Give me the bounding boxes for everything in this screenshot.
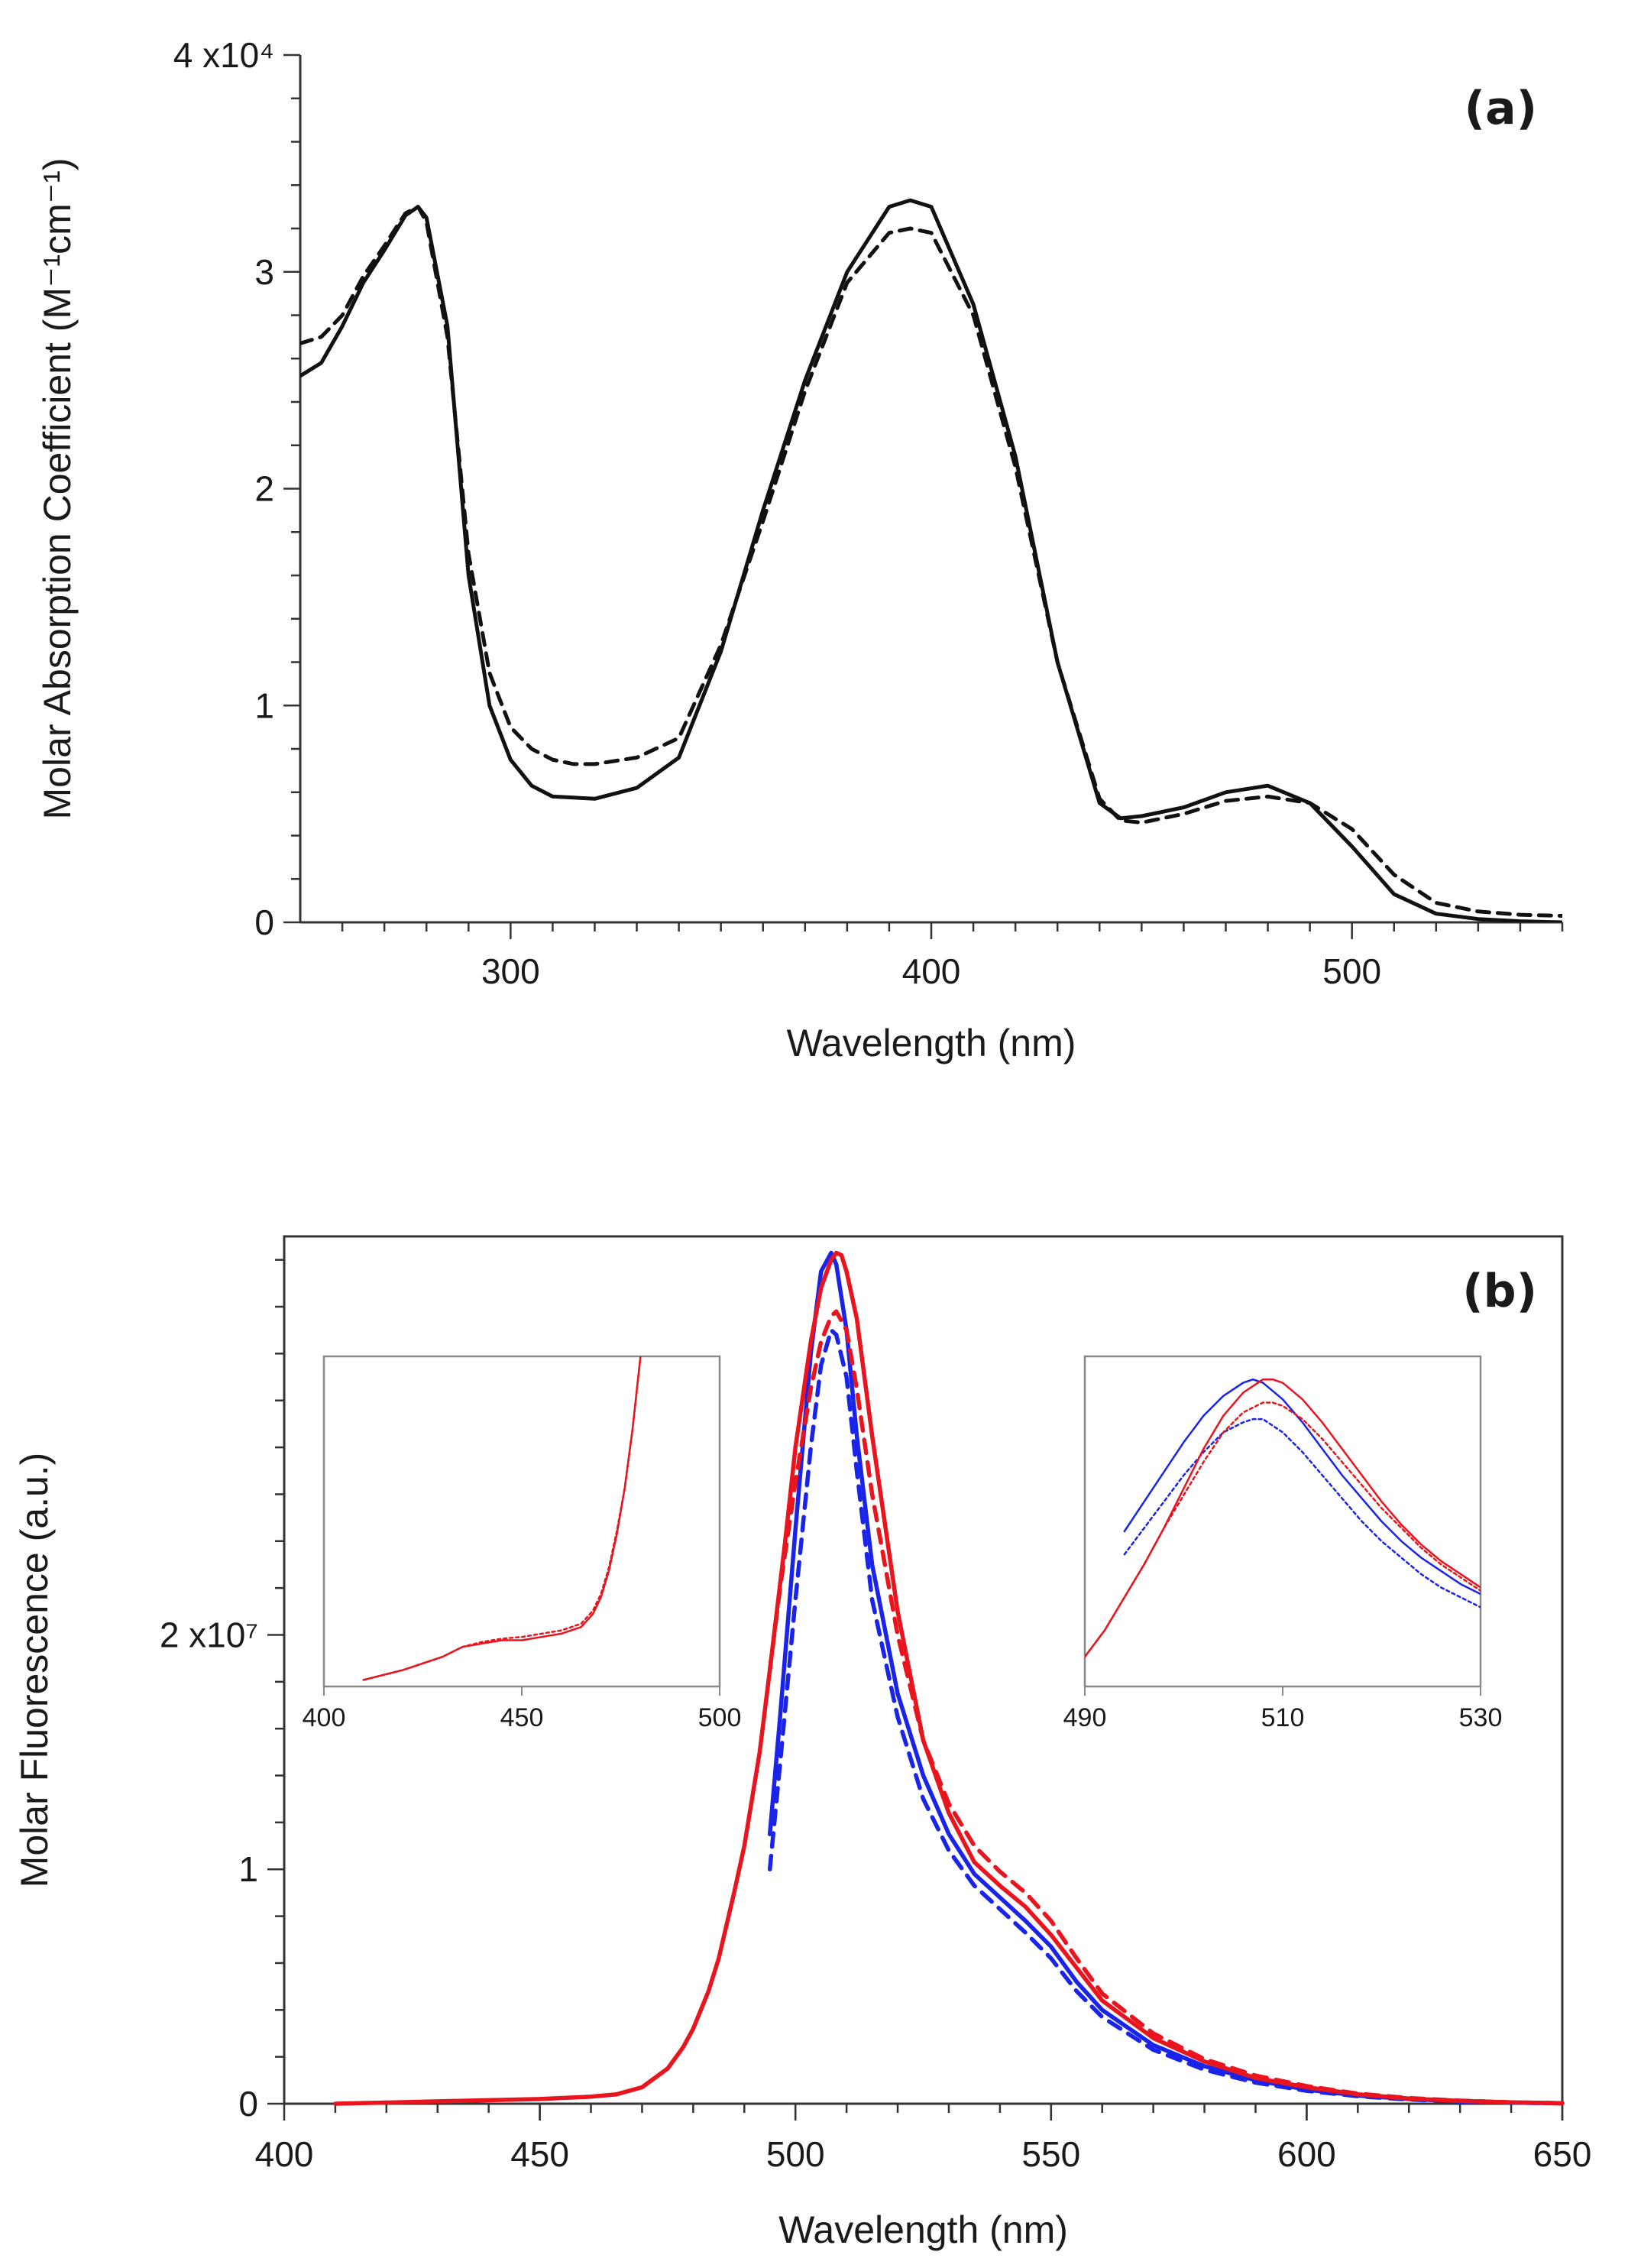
series-group	[300, 198, 1562, 922]
x-tick-label: 600	[1277, 2134, 1336, 2174]
x-tick-label: 500	[1322, 951, 1381, 991]
panel-b: 400 450 500 550 600 650 0 1 2 x10⁷ Wavelength (nm…	[13, 1235, 1592, 2251]
inset-x-tick-label: 530	[1459, 1703, 1503, 1732]
y-tick-label: 2	[254, 469, 274, 509]
y-tick-label: 0	[254, 902, 274, 942]
series-group	[333, 1250, 1565, 2106]
inset-x-tick-label: 400	[303, 1703, 346, 1732]
y-tick-label: 2 x10⁷	[160, 1615, 258, 1654]
x-axis-title: Wavelength (nm)	[787, 1022, 1076, 1064]
inset-x-tick-label: 510	[1261, 1703, 1305, 1732]
x-tick-label: 450	[510, 2134, 569, 2174]
y-tick-label: 0	[238, 2084, 258, 2124]
inset-series-group	[362, 1356, 642, 1681]
x-tick-label: 300	[481, 951, 540, 991]
inset-x-tick-label: 490	[1063, 1703, 1107, 1732]
plot-frame	[283, 1235, 1564, 2105]
x-axis-title: Wavelength (nm)	[778, 2208, 1068, 2251]
series-line-solid	[300, 198, 1562, 922]
inset-frame	[322, 1355, 721, 1688]
inset-series-line-blue-solid	[1123, 1378, 1481, 1596]
x-tick-label: 550	[1021, 2134, 1080, 2174]
x-tick-label: 400	[902, 951, 961, 991]
y-tick-label: 1	[238, 1849, 258, 1889]
inset-frame	[1083, 1355, 1482, 1688]
panel-label: (b)	[1462, 1265, 1537, 1318]
y-tick-label: 3	[254, 252, 274, 292]
series-line-red-solid	[333, 1250, 1565, 2106]
inset-series-line-blue-dotted	[1123, 1418, 1481, 1609]
series-line-red-dashed	[767, 1309, 1565, 2106]
y-tick-label: 1	[254, 685, 274, 725]
inset-series-line-red-dotted	[1085, 1401, 1481, 1658]
inset-x-tick-label: 450	[500, 1703, 544, 1732]
y-axis-title: Molar Fluorescence (a.u.)	[13, 1453, 56, 1888]
series-line-dashed	[300, 205, 1562, 918]
series-line-blue-dashed	[767, 1327, 1565, 2106]
x-tick-label: 500	[766, 2134, 825, 2174]
inset-series-line-red-dotted	[362, 1356, 642, 1681]
x-tick-label: 400	[255, 2134, 314, 2174]
inset-series-group	[1085, 1378, 1481, 1658]
inset-x-tick-label: 500	[698, 1703, 742, 1732]
inset-left: 400 450 500	[303, 1355, 742, 1732]
y-tick-label: 4 x10⁴	[173, 35, 274, 75]
panel-a: 300 400 500 0 1 2 3 4 x10⁴ Wavelength (nm) Molar …	[36, 35, 1564, 1064]
y-axis-title: Molar Absorption Coefficient (M⁻¹cm⁻¹)	[36, 158, 79, 820]
panel-label: (a)	[1465, 82, 1537, 135]
inset-right: 490 510 530	[1063, 1355, 1503, 1732]
x-tick-label: 650	[1533, 2134, 1592, 2174]
